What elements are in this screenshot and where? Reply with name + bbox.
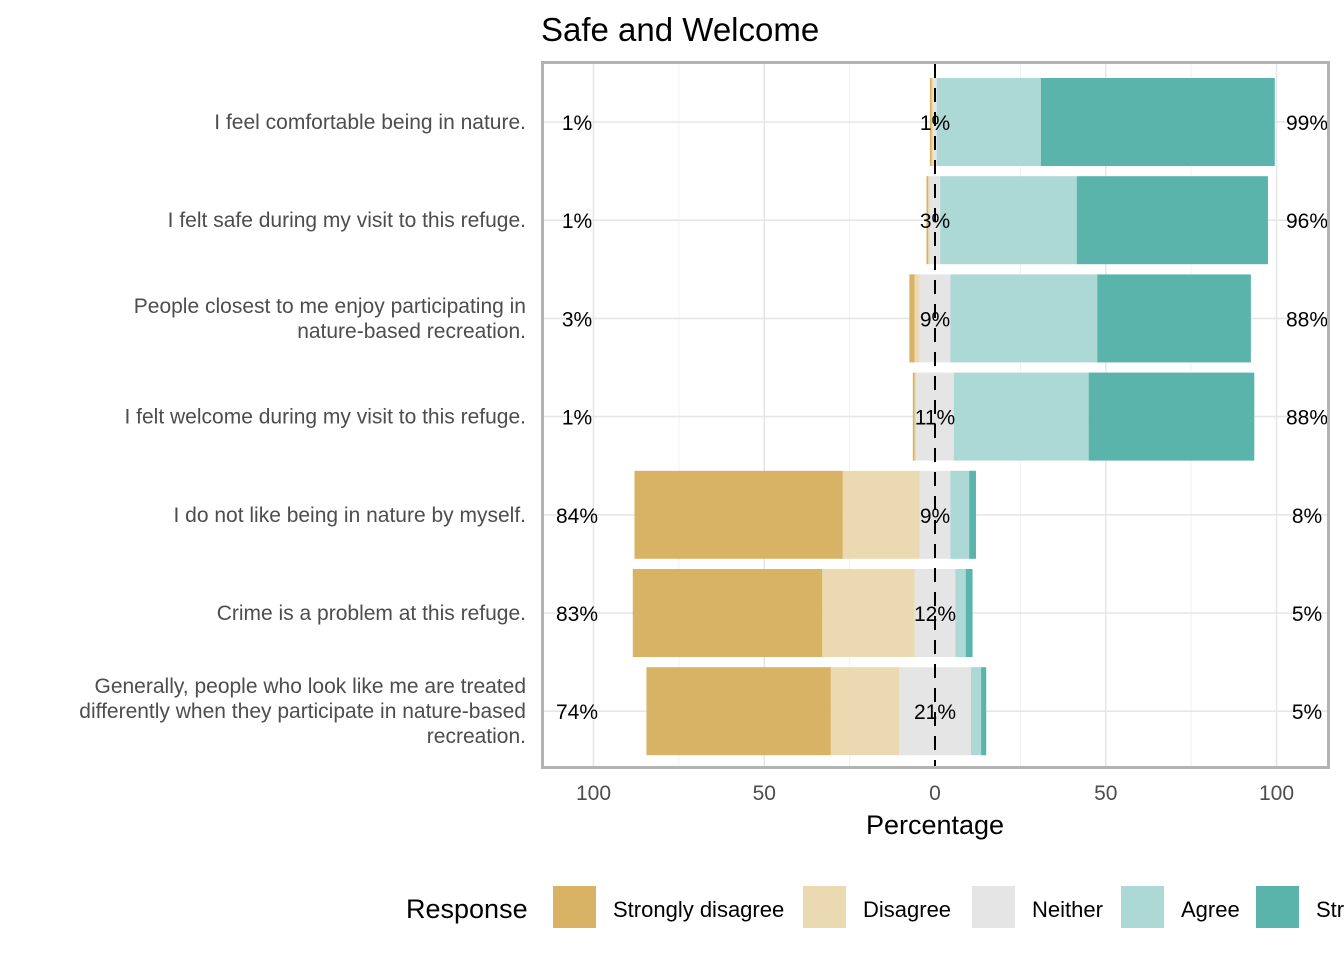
label-low-percent: 1%	[562, 112, 592, 135]
bar-disagree	[822, 569, 915, 657]
legend-entry-label: Agree	[1181, 897, 1240, 922]
category-label: Crime is a problem at this refuge.	[217, 602, 526, 625]
label-high-percent: 5%	[1292, 701, 1322, 724]
label-neutral-percent: 21%	[914, 701, 956, 724]
chart-title: Safe and Welcome	[541, 11, 819, 48]
label-high-percent: 88%	[1286, 308, 1328, 331]
label-low-percent: 1%	[562, 407, 592, 430]
bar-disagree	[931, 78, 934, 166]
bar-disagree	[842, 470, 920, 559]
label-neutral-percent: 9%	[920, 308, 950, 331]
category-label: Generally, people who look like me are t…	[94, 675, 526, 698]
x-axis-ticks: 100 50 0 50 100	[576, 782, 1294, 805]
bar-strongly-agree	[965, 569, 973, 657]
bar-agree	[936, 78, 1041, 166]
bar-strongly-disagree	[929, 78, 932, 166]
bar-strongly-agree	[1097, 274, 1251, 363]
category-label: People closest to me enjoy participating…	[134, 295, 526, 318]
legend-entry-label: Neither	[1032, 897, 1103, 922]
label-low-percent: 83%	[556, 603, 598, 626]
legend-swatch	[553, 886, 596, 928]
label-low-percent: 74%	[556, 701, 598, 724]
legend-entry-label: Strongly disagree	[613, 897, 784, 922]
x-axis-label: Percentage	[866, 810, 1004, 840]
bar-strongly-disagree	[909, 274, 915, 363]
label-low-percent: 1%	[562, 210, 592, 233]
x-tick-label: 100	[576, 782, 611, 805]
category-label: I felt safe during my visit to this refu…	[168, 209, 526, 232]
x-tick-label: 50	[753, 782, 776, 805]
bar-strongly-disagree	[912, 372, 915, 461]
legend-entry-label: Strongly agree	[1316, 897, 1344, 922]
label-high-percent: 99%	[1286, 112, 1328, 135]
bar-agree	[940, 176, 1077, 265]
bar-disagree	[830, 667, 900, 756]
bar-strongly-disagree	[634, 470, 843, 559]
label-neutral-percent: 12%	[914, 603, 956, 626]
category-label: differently when they participate in nat…	[79, 700, 526, 723]
x-tick-label: 0	[929, 782, 941, 805]
label-neutral-percent: 3%	[920, 210, 950, 233]
legend-swatch	[972, 886, 1015, 928]
bar-strongly-disagree	[646, 667, 831, 756]
x-tick-label: 100	[1259, 782, 1294, 805]
label-neutral-percent: 1%	[920, 112, 950, 135]
panel-border	[541, 61, 1330, 769]
category-label: I felt welcome during my visit to this r…	[125, 406, 527, 429]
bar-agree	[950, 274, 1098, 363]
bar-strongly-agree	[969, 470, 976, 559]
bar-disagree	[928, 176, 930, 265]
category-label: I feel comfortable being in nature.	[214, 111, 526, 134]
legend-swatch	[803, 886, 846, 928]
category-labels: I feel comfortable being in nature. I fel…	[79, 111, 526, 748]
bar-disagree	[914, 274, 920, 363]
label-high-percent: 5%	[1292, 603, 1322, 626]
label-low-percent: 3%	[562, 308, 592, 331]
category-label: nature-based recreation.	[297, 320, 526, 343]
legend-entry-label: Disagree	[863, 897, 951, 922]
bar-strongly-agree	[981, 667, 987, 756]
legend-swatch	[1121, 886, 1164, 928]
label-high-percent: 88%	[1286, 407, 1328, 430]
legend-title: Response	[406, 894, 528, 924]
legend: Response Strongly disagree Disagree Neithe…	[406, 886, 1344, 928]
label-high-percent: 96%	[1286, 210, 1328, 233]
label-high-percent: 8%	[1292, 505, 1322, 528]
label-neutral-percent: 11%	[915, 407, 955, 430]
legend-swatch	[1256, 886, 1299, 928]
category-label: I do not like being in nature by myself.	[173, 504, 526, 527]
bar-strongly-agree	[1088, 372, 1255, 461]
bar-disagree	[914, 372, 917, 461]
bars	[632, 78, 1275, 756]
bar-agree	[953, 372, 1089, 461]
value-labels: 1% 1% 99% 1% 3% 96% 3% 9% 88% 1% 11% 88% 84% 9% 8% 83% 1…	[556, 112, 1328, 724]
bar-strongly-disagree	[926, 176, 929, 265]
bar-strongly-agree	[1076, 176, 1268, 265]
bar-strongly-agree	[1040, 78, 1275, 166]
label-neutral-percent: 9%	[920, 505, 950, 528]
bar-agree	[970, 667, 982, 756]
x-tick-label: 50	[1094, 782, 1117, 805]
category-label: recreation.	[427, 725, 526, 748]
bar-agree	[955, 569, 966, 657]
bar-strongly-disagree	[632, 569, 823, 657]
label-low-percent: 84%	[556, 505, 598, 528]
bar-agree	[950, 470, 970, 559]
